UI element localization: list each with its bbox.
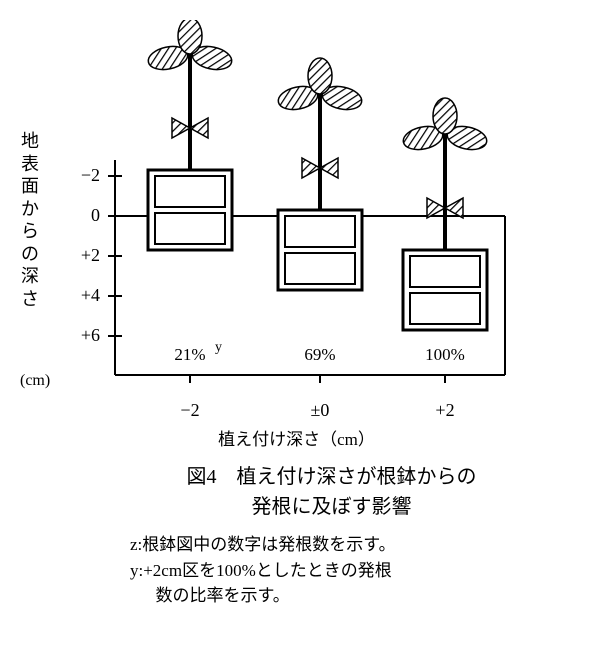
y-tick-label: +4 <box>64 285 100 306</box>
x-axis-title: 植え付け深さ（cm） <box>20 425 573 450</box>
y-axis-unit: (cm) <box>20 372 50 390</box>
figure-caption: 図4 植え付け深さが根鉢からの 発根に及ぼす影響 z:根鉢図中の数字は発根数を示… <box>20 462 573 609</box>
note-z: z:根鉢図中の数字は発根数を示す。 <box>130 532 573 558</box>
y-tick-label: +2 <box>64 245 100 266</box>
y-tick-label: −2 <box>64 165 100 186</box>
y-tick-label: 0 <box>64 205 100 226</box>
y-tick-label: +6 <box>64 325 100 346</box>
x-tick-label: −2 <box>165 400 215 421</box>
caption-title: 図4 植え付け深さが根鉢からの 発根に及ぼす影響 <box>20 462 573 522</box>
note-y: y:+2cm区を100%としたときの発根 数の比率を示す。 <box>130 558 573 609</box>
x-tick-label: ±0 <box>295 400 345 421</box>
x-tick-label: +2 <box>420 400 470 421</box>
caption-notes: z:根鉢図中の数字は発根数を示す。 y:+2cm区を100%としたときの発根 数… <box>20 532 573 609</box>
diagram-svg <box>105 20 570 390</box>
caption-line2: 発根に及ぼす影響 <box>252 496 412 518</box>
y-axis-title: 地表面からの深さ <box>20 130 40 310</box>
diagram-container: 地表面からの深さ (cm) −20+2+4+6 −2±0+2 21%y69%10… <box>20 20 573 450</box>
caption-line1: 図4 植え付け深さが根鉢からの <box>187 466 477 488</box>
